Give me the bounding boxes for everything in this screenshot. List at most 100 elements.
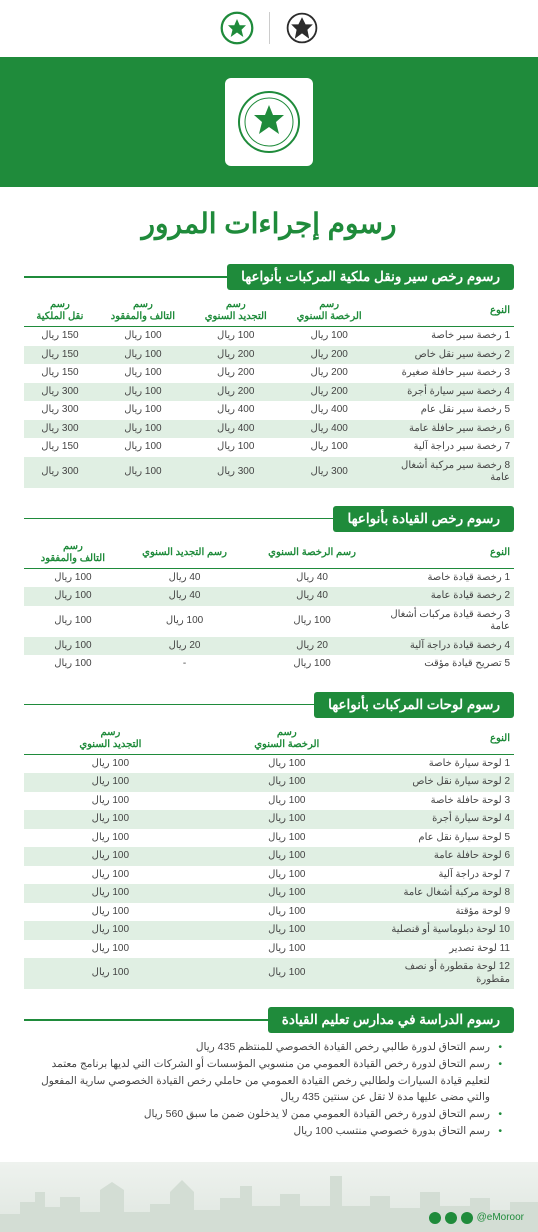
cell: 100 ريال	[24, 810, 197, 829]
column-header: رسمالتجديد السنوي	[190, 296, 281, 327]
hero-banner	[0, 57, 538, 187]
cell: 100 ريال	[197, 958, 377, 989]
footer-handle: @eMoroor	[429, 1212, 524, 1224]
cell: 100 ريال	[197, 903, 377, 922]
cell: 150 ريال	[24, 346, 96, 365]
cell: 40 ريال	[247, 568, 377, 587]
cell: 200 ريال	[281, 383, 376, 402]
cell: 100 ريال	[197, 792, 377, 811]
cell: 300 ريال	[24, 457, 96, 488]
cell: 200 ريال	[190, 383, 281, 402]
row-type: 3 لوحة حافلة خاصة	[377, 792, 514, 811]
section1-table: النوعرسمالرخصة السنويرسمالتجديد السنويرس…	[24, 296, 514, 488]
cell: 100 ريال	[247, 606, 377, 637]
row-type: 11 لوحة تصدير	[377, 940, 514, 959]
cell: 400 ريال	[190, 401, 281, 420]
cell: 300 ريال	[24, 420, 96, 439]
cell: 200 ريال	[281, 364, 376, 383]
cell: 100 ريال	[24, 773, 197, 792]
emblem-left-icon	[284, 10, 320, 46]
section4-tab: رسوم الدراسة في مدارس تعليم القيادة	[268, 1007, 514, 1033]
row-type: 12 لوحة مقطورة أو نصف مقطورة	[377, 958, 514, 989]
cell: 100 ريال	[197, 866, 377, 885]
cell: 100 ريال	[190, 327, 281, 346]
table-row: 4 رخصة سير سيارة أجرة200 ريال200 ريال100…	[24, 383, 514, 402]
cell: 400 ريال	[281, 420, 376, 439]
cell: 100 ريال	[197, 847, 377, 866]
cell: 100 ريال	[24, 587, 122, 606]
cell: 100 ريال	[197, 921, 377, 940]
column-header: رسمالتالف والمفقود	[24, 538, 122, 569]
cell: 100 ريال	[197, 940, 377, 959]
row-type: 1 رخصة سير خاصة	[377, 327, 514, 346]
page-title: رسوم إجراءات المرور	[0, 187, 538, 258]
bullet-item: رسم التحاق لدورة رخص القيادة العمومي ممن…	[36, 1106, 502, 1123]
section1-tab: رسوم رخص سير ونقل ملكية المركبات بأنواعه…	[227, 264, 514, 290]
table-row: 7 لوحة دراجة آلية100 ريال100 ريال	[24, 866, 514, 885]
table-row: 2 رخصة سير نقل خاص200 ريال200 ريال100 ري…	[24, 346, 514, 365]
cell: 300 ريال	[24, 401, 96, 420]
cell: 100 ريال	[197, 829, 377, 848]
row-type: 7 لوحة دراجة آلية	[377, 866, 514, 885]
table-row: 1 رخصة سير خاصة100 ريال100 ريال100 ريال1…	[24, 327, 514, 346]
column-header: رسمالرخصة السنوي	[281, 296, 376, 327]
row-type: 3 رخصة سير حافلة صغيرة	[377, 364, 514, 383]
cell: 300 ريال	[24, 383, 96, 402]
section2-header: رسوم رخص القيادة بأنواعها	[24, 506, 514, 532]
row-type: 2 لوحة سيارة نقل خاص	[377, 773, 514, 792]
row-type: 5 رخصة سير نقل عام	[377, 401, 514, 420]
column-header: رسمنقل الملكية	[24, 296, 96, 327]
table-row: 1 لوحة سيارة خاصة100 ريال100 ريال	[24, 754, 514, 773]
cell: 40 ريال	[122, 587, 248, 606]
cell: 100 ريال	[96, 401, 190, 420]
cell: 100 ريال	[197, 754, 377, 773]
section4-header: رسوم الدراسة في مدارس تعليم القيادة	[24, 1007, 514, 1033]
row-type: 4 رخصة قيادة دراجة آلية	[377, 637, 514, 656]
row-type: 9 لوحة مؤقتة	[377, 903, 514, 922]
row-type: 6 رخصة سير حافلة عامة	[377, 420, 514, 439]
column-header: رسم التجديد السنوي	[122, 538, 248, 569]
cell: 20 ريال	[247, 637, 377, 656]
cell: 100 ريال	[24, 921, 197, 940]
cell: 100 ريال	[24, 754, 197, 773]
cell: 100 ريال	[96, 364, 190, 383]
cell: 100 ريال	[96, 457, 190, 488]
footer: @eMoroor	[0, 1162, 538, 1232]
table-row: 2 لوحة سيارة نقل خاص100 ريال100 ريال	[24, 773, 514, 792]
cell: 200 ريال	[281, 346, 376, 365]
row-type: 2 رخصة قيادة عامة	[377, 587, 514, 606]
table-row: 9 لوحة مؤقتة100 ريال100 ريال	[24, 903, 514, 922]
cell: 40 ريال	[247, 587, 377, 606]
cell: 200 ريال	[190, 364, 281, 383]
table-row: 8 لوحة مركبة أشغال عامة100 ريال100 ريال	[24, 884, 514, 903]
cell: 100 ريال	[24, 568, 122, 587]
cell: 300 ريال	[190, 457, 281, 488]
section3-header: رسوم لوحات المركبات بأنواعها	[24, 692, 514, 718]
bullet-item: رسم التحاق لدورة طالبي رخص القيادة الخصو…	[36, 1039, 502, 1056]
cell: 300 ريال	[281, 457, 376, 488]
social-icon	[429, 1212, 441, 1224]
column-header: النوع	[377, 724, 514, 755]
bullet-item: رسم التحاق بدورة خصوصي منتسب 100 ريال	[36, 1123, 502, 1140]
cell: 100 ريال	[24, 866, 197, 885]
section1-header: رسوم رخص سير ونقل ملكية المركبات بأنواعه…	[24, 264, 514, 290]
cell: 400 ريال	[281, 401, 376, 420]
row-type: 4 رخصة سير سيارة أجرة	[377, 383, 514, 402]
column-header: رسمالتجديد السنوي	[24, 724, 197, 755]
emblem-right-icon	[219, 10, 255, 46]
cell: 150 ريال	[24, 364, 96, 383]
cell: 20 ريال	[122, 637, 248, 656]
cell: 100 ريال	[96, 383, 190, 402]
cell: 100 ريال	[197, 810, 377, 829]
cell: 100 ريال	[24, 940, 197, 959]
cell: 100 ريال	[281, 438, 376, 457]
bullet-item: رسم التحاق لدورة رخص القيادة العمومي من …	[36, 1056, 502, 1106]
table-row: 3 رخصة سير حافلة صغيرة200 ريال200 ريال10…	[24, 364, 514, 383]
cell: 100 ريال	[24, 792, 197, 811]
table-row: 5 رخصة سير نقل عام400 ريال400 ريال100 ري…	[24, 401, 514, 420]
table-row: 5 لوحة سيارة نقل عام100 ريال100 ريال	[24, 829, 514, 848]
cell: 100 ريال	[24, 884, 197, 903]
column-header: رسمالرخصة السنوي	[197, 724, 377, 755]
section2-tab: رسوم رخص القيادة بأنواعها	[333, 506, 514, 532]
table-row: 4 رخصة قيادة دراجة آلية20 ريال20 ريال100…	[24, 637, 514, 656]
